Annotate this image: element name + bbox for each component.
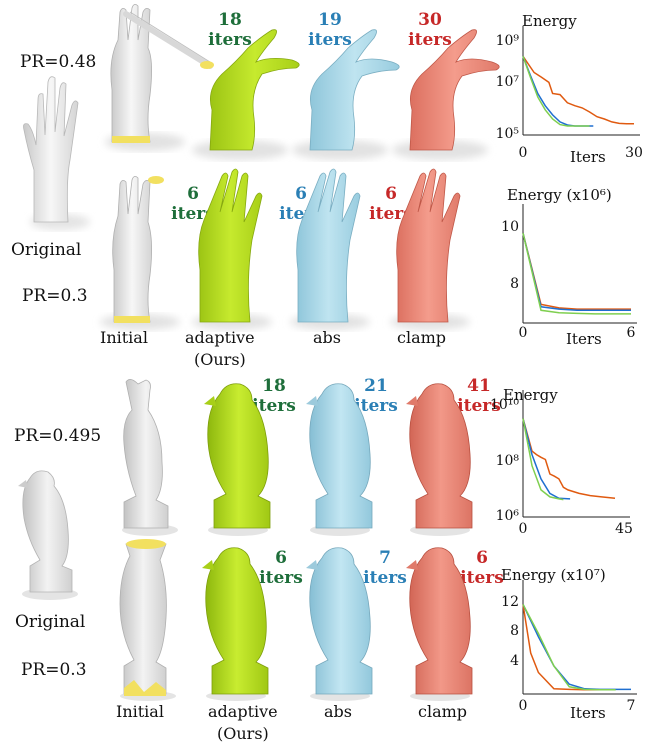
bird-row2-abs: [306, 547, 373, 701]
hand-figures: [23, 4, 500, 330]
bird-col-ours: (Ours): [217, 724, 269, 743]
hand-col-initial: Initial: [100, 328, 148, 347]
series-line-curve_abs: [522, 56, 594, 127]
hand-row2-initial: [100, 176, 180, 330]
hand-row2-pr: PR=0.3: [22, 286, 88, 306]
x-tick-label: 45: [615, 521, 633, 537]
bird-row2-abs-iters: 7 iters: [363, 548, 407, 588]
bird-row1-adaptive-iters: 18 iters: [252, 376, 296, 416]
hand-row1-adaptive: [192, 29, 300, 160]
y-tick-label: 10⁷: [496, 74, 520, 90]
series-line-curve_adaptive: [522, 56, 590, 127]
x-tick-label: 30: [625, 145, 643, 161]
x-tick-label: 0: [519, 325, 528, 341]
series-line-curve_adaptive: [522, 418, 564, 501]
y-tick-label: 4: [510, 653, 519, 669]
bird-col-abs: abs: [324, 702, 352, 721]
series-line-curve_clamp: [522, 55, 634, 125]
bird-row2-pr: PR=0.3: [21, 660, 87, 680]
hand-row2-adaptive: [192, 168, 272, 330]
bird-figures: [18, 379, 473, 701]
hand-row2-clamp: [390, 168, 470, 330]
y-axis-label: Energy (x10⁶): [507, 186, 612, 204]
y-axis-label: Energy: [503, 386, 558, 404]
bird-original-label: Original: [15, 612, 86, 632]
bird-row1-adaptive: [204, 383, 271, 536]
energy-chart-1: Energy Iters 10⁹ 10⁷ 10⁵ 0 30: [496, 12, 643, 166]
y-tick-label: 10¹⁰: [490, 397, 519, 413]
x-axis-label: Iters: [570, 704, 606, 722]
bird-original: [18, 470, 78, 600]
hand-row2-clamp-iters: 6 iters: [369, 184, 413, 224]
bird-row1-initial: [122, 379, 178, 536]
bird-row2-adaptive-iters: 6 iters: [259, 548, 303, 588]
hand-original-label: Original: [11, 240, 82, 260]
hand-row1-abs: [292, 29, 400, 160]
y-tick-label: 10⁹: [496, 33, 520, 49]
bird-col-initial: Initial: [116, 702, 164, 721]
hand-row2-abs: [290, 168, 370, 330]
hand-row1-abs-iters: 19 iters: [308, 10, 352, 50]
x-tick-label: 0: [519, 521, 528, 537]
x-axis-label: Iters: [566, 330, 602, 348]
y-tick-label: 10⁵: [496, 126, 520, 142]
bird-row2-clamp: [406, 547, 473, 701]
bird-row1-pr: PR=0.495: [14, 426, 102, 446]
hand-col-adaptive: adaptive: [185, 328, 255, 347]
x-tick-label: 6: [627, 325, 636, 341]
hand-col-clamp: clamp: [397, 328, 447, 347]
y-tick-label: 8: [510, 623, 519, 639]
bird-row1-clamp: [406, 383, 473, 536]
y-tick-label: 12: [501, 594, 519, 610]
energy-chart-4: Energy (x10⁷) Iters 12 8 4 0 7: [501, 566, 637, 722]
hand-original: [23, 76, 90, 230]
bird-row2-clamp-iters: 6 iters: [460, 548, 504, 588]
x-axis-label: Iters: [570, 148, 606, 166]
x-tick-label: 0: [519, 698, 528, 714]
bird-row1-abs: [306, 383, 373, 536]
series-line-curve_abs: [522, 603, 631, 691]
bird-col-clamp: clamp: [418, 702, 468, 721]
x-tick-label: 0: [519, 145, 528, 161]
y-axis-label: Energy (x10⁷): [501, 566, 606, 584]
series-line-curve_adaptive: [522, 603, 616, 691]
y-tick-label: 10⁸: [496, 453, 520, 469]
y-tick-label: 10⁶: [496, 508, 520, 524]
hand-row2-adaptive-iters: 6 iters: [171, 184, 215, 224]
series-line-curve_abs: [522, 232, 631, 312]
hand-row1-clamp: [392, 29, 500, 160]
series-line-curve_abs: [522, 418, 571, 500]
bird-row1-clamp-iters: 41 iters: [457, 376, 501, 416]
y-axis-label: Energy: [522, 12, 577, 30]
hand-row1-adaptive-iters: 18 iters: [208, 10, 252, 50]
hand-row1-pr: PR=0.48: [20, 52, 97, 72]
series-line-curve_clamp: [522, 418, 616, 500]
series-line-curve_adaptive: [522, 232, 631, 315]
bird-col-adaptive: adaptive: [208, 702, 278, 721]
hand-row1-initial: [105, 4, 214, 151]
hand-col-ours: (Ours): [194, 350, 246, 369]
series-line-curve_clamp: [522, 604, 616, 691]
y-tick-label: 8: [510, 276, 519, 292]
bird-row2-initial: [119, 539, 176, 701]
bird-row1-abs-iters: 21 iters: [354, 376, 398, 416]
energy-chart-2: Energy (x10⁶) Iters 10 8 0 6: [501, 186, 637, 348]
bird-row2-adaptive: [202, 547, 269, 701]
hand-row1-clamp-iters: 30 iters: [408, 10, 452, 50]
hand-col-abs: abs: [313, 328, 341, 347]
y-tick-label: 10: [501, 219, 519, 235]
x-tick-label: 7: [627, 698, 636, 714]
